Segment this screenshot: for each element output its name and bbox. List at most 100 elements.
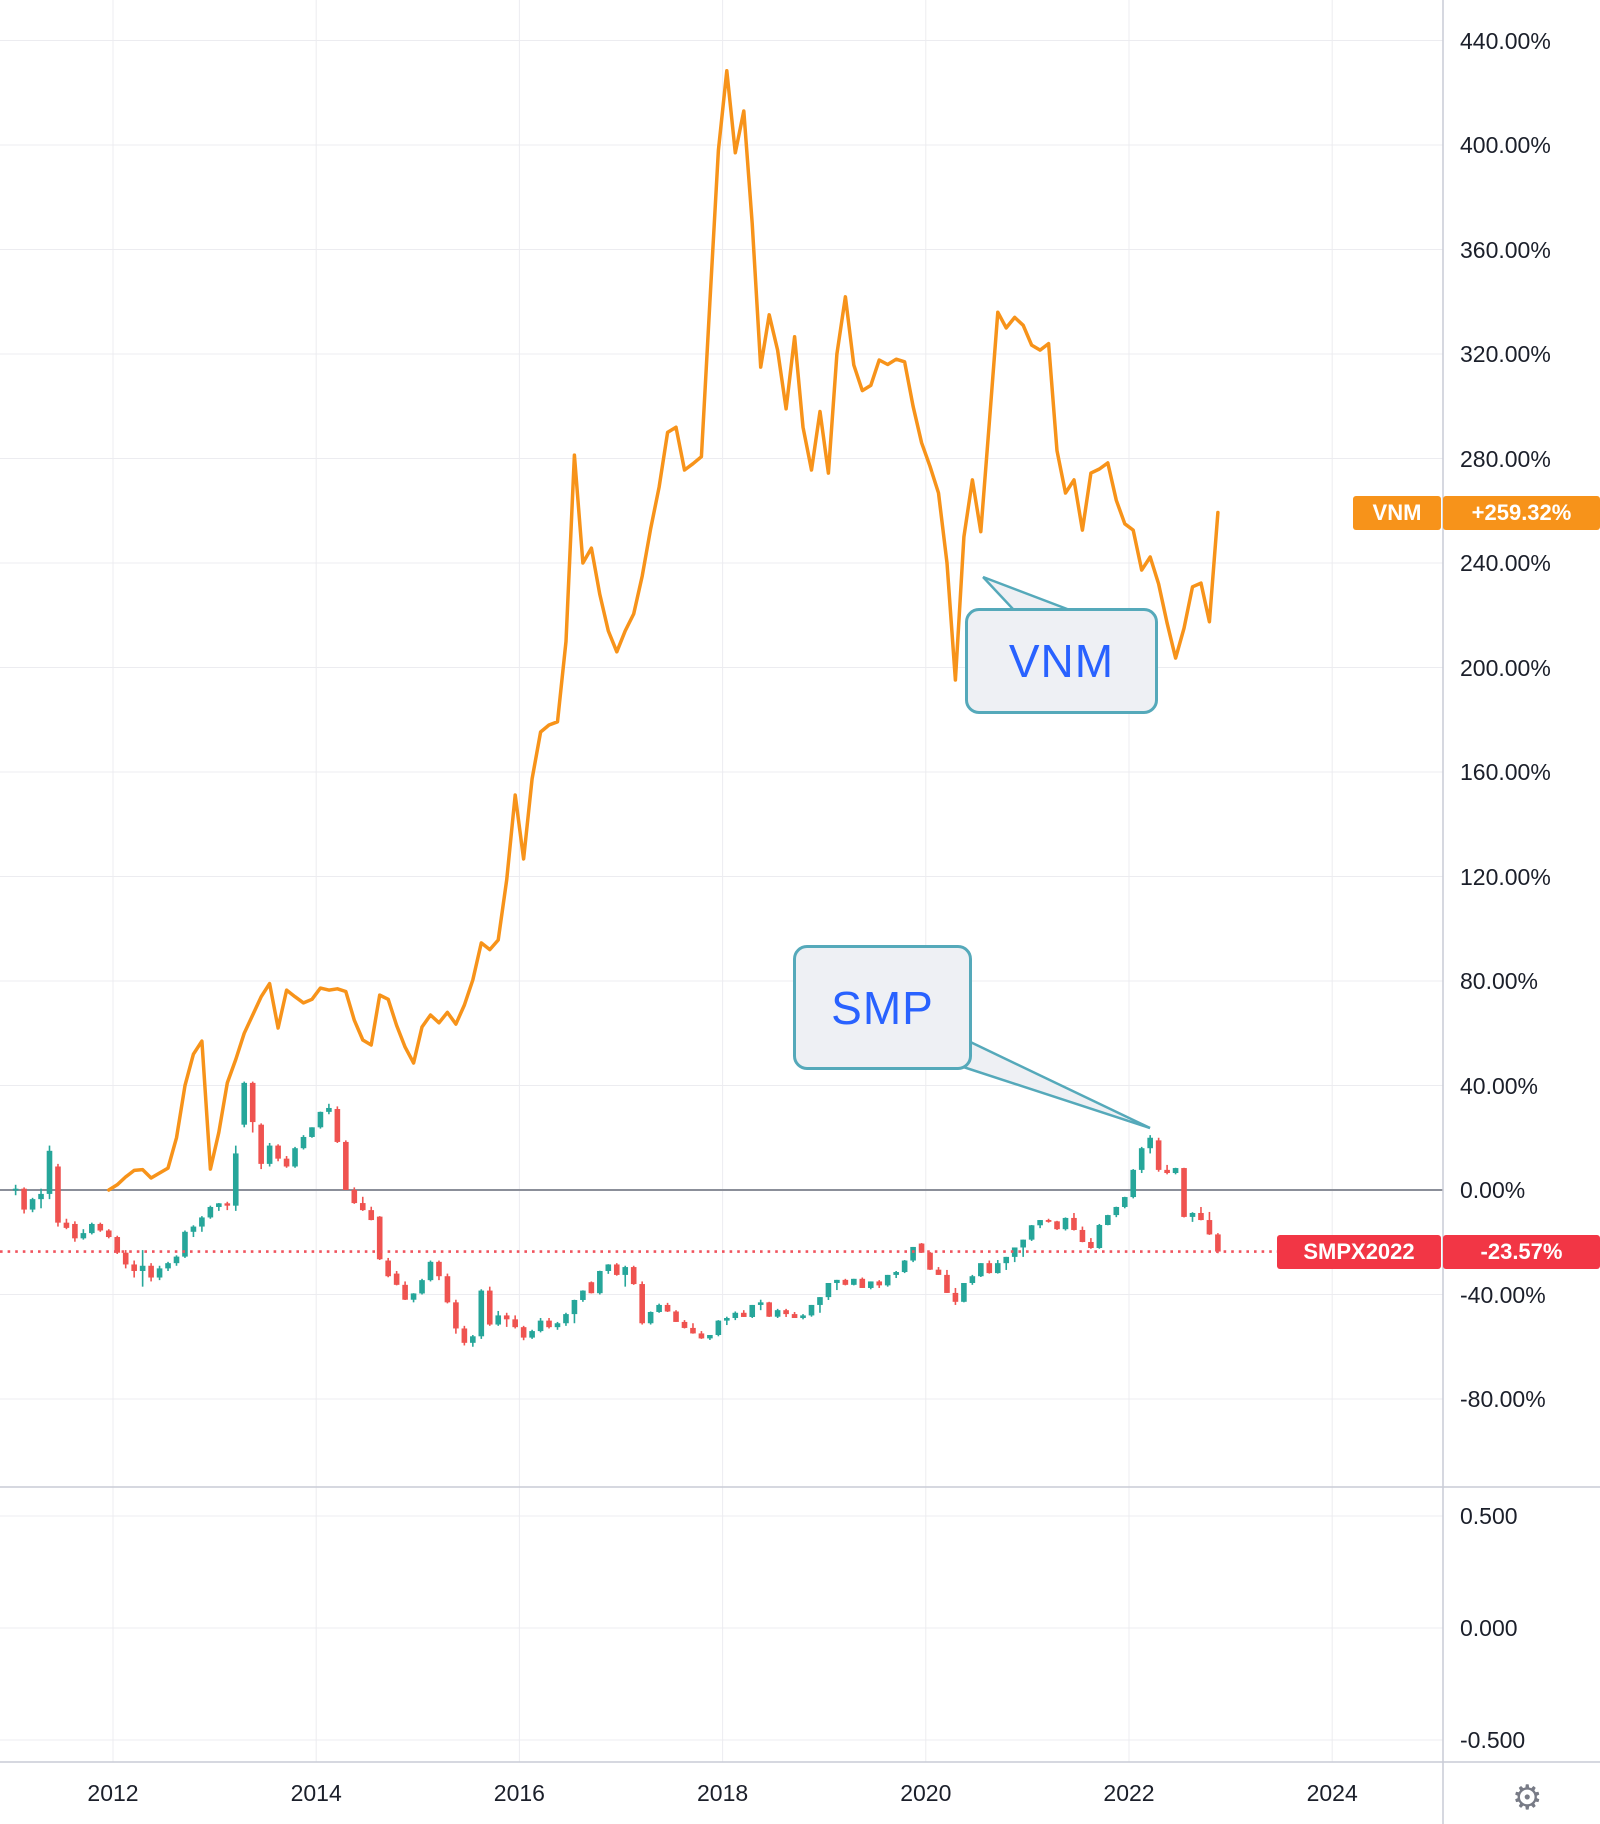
candle-body: [326, 1107, 332, 1112]
candle-body: [656, 1304, 662, 1313]
candle-body: [1037, 1220, 1043, 1226]
candle-body: [597, 1270, 603, 1294]
candle-body: [1071, 1217, 1077, 1230]
candle-body: [283, 1158, 290, 1167]
candle-body: [876, 1281, 883, 1286]
candle-body: [520, 1327, 527, 1338]
smp-callout-bubble[interactable]: SMP: [793, 945, 972, 1070]
smpx2022-last-value-badge: -23.57%: [1443, 1234, 1600, 1269]
candle-body: [681, 1321, 688, 1328]
candle-body: [207, 1206, 214, 1218]
candle-body: [275, 1145, 281, 1159]
candle-body: [38, 1193, 44, 1200]
y-axis-tick-label: 320.00%: [1460, 341, 1551, 367]
candle-body: [385, 1260, 391, 1277]
y-axis-tick-label: 200.00%: [1460, 654, 1551, 681]
candle-body: [376, 1216, 383, 1260]
smpx2022-series-badge: SMPX2022: [1277, 1234, 1441, 1269]
candle-body: [952, 1292, 959, 1302]
candle-body: [63, 1222, 70, 1228]
candle-body: [470, 1336, 476, 1343]
candle-body: [368, 1210, 375, 1221]
candle-body: [630, 1267, 637, 1285]
candle-body: [1181, 1168, 1187, 1217]
candle-body: [114, 1237, 121, 1253]
candle-body: [994, 1263, 1001, 1274]
candle-body: [613, 1264, 620, 1275]
candle-body: [563, 1314, 569, 1324]
candle-body: [309, 1127, 315, 1137]
candle-body: [1130, 1169, 1137, 1198]
candle-body: [1172, 1168, 1179, 1174]
candle-body: [317, 1111, 324, 1128]
candle-body: [436, 1261, 442, 1277]
candle-body: [190, 1226, 197, 1232]
candle-body: [605, 1264, 612, 1271]
gear-icon[interactable]: ⚙: [1512, 1779, 1543, 1817]
candle-body: [546, 1320, 552, 1328]
candle-body: [825, 1283, 832, 1298]
candle-body: [1045, 1220, 1052, 1222]
candle-body: [165, 1263, 171, 1269]
candle-body: [1079, 1229, 1086, 1242]
candle-body: [867, 1281, 874, 1288]
x-axis-year-label: 2018: [697, 1780, 749, 1806]
candle-body: [148, 1265, 154, 1278]
candle-body: [232, 1153, 239, 1206]
candle-body: [80, 1233, 87, 1239]
candle-body: [724, 1318, 730, 1321]
y-axis-tick-label: 400.00%: [1460, 132, 1551, 158]
candle-body: [859, 1278, 866, 1288]
candle-body: [300, 1136, 307, 1149]
callout-tail-edge: [982, 575, 1076, 614]
candle-body: [690, 1327, 696, 1334]
x-axis-year-label: 2014: [290, 1780, 342, 1806]
candle-body: [808, 1304, 815, 1316]
candle-body: [732, 1312, 739, 1319]
candle-body: [292, 1148, 298, 1167]
y-axis-tick-label: -40.00%: [1460, 1281, 1546, 1308]
candle-body: [969, 1276, 976, 1284]
callout-tail-edge: [947, 1060, 1151, 1130]
candle-body: [444, 1276, 451, 1303]
candlestick-series-smpx2022: [12, 1081, 1221, 1347]
candle-body: [105, 1230, 112, 1238]
y-axis-tick-label: 120.00%: [1460, 863, 1551, 890]
candle-body: [834, 1279, 840, 1284]
candle-body: [21, 1188, 27, 1210]
y-axis-tick-label: -80.00%: [1460, 1386, 1546, 1412]
candle-body: [537, 1320, 544, 1332]
candle-body: [927, 1252, 933, 1270]
candle-body: [901, 1260, 908, 1273]
candle-body: [72, 1223, 78, 1239]
candle-body: [673, 1311, 679, 1322]
candle-body: [715, 1320, 722, 1335]
candle-body: [800, 1315, 806, 1319]
y-axis-tick-label: 40.00%: [1460, 1072, 1539, 1099]
candle-body: [427, 1261, 434, 1281]
candle-body: [639, 1284, 645, 1324]
x-axis-year-label: 2020: [900, 1780, 952, 1806]
vnm-line-series: [107, 69, 1220, 1192]
y-axis-tick-label: 0.00%: [1460, 1177, 1526, 1203]
candle-body: [1164, 1169, 1170, 1174]
candle-body: [1113, 1206, 1120, 1216]
y-axis-tick-label: 440.00%: [1460, 27, 1551, 54]
vnm-callout-bubble[interactable]: VNM: [965, 608, 1158, 714]
candle-body: [131, 1264, 137, 1271]
x-axis-year-label: 2012: [87, 1780, 139, 1806]
candle-body: [1003, 1256, 1010, 1264]
candle-body: [1138, 1148, 1145, 1170]
candle-body: [554, 1323, 561, 1328]
candle-body: [1155, 1140, 1162, 1170]
candle-body: [12, 1188, 19, 1191]
candle-body: [410, 1293, 417, 1300]
candle-body: [495, 1315, 502, 1325]
candle-body: [461, 1328, 468, 1343]
x-axis-year-label: 2024: [1306, 1780, 1358, 1806]
candle-body: [647, 1312, 654, 1324]
candle-body: [402, 1284, 408, 1300]
candle-body: [1189, 1212, 1196, 1217]
